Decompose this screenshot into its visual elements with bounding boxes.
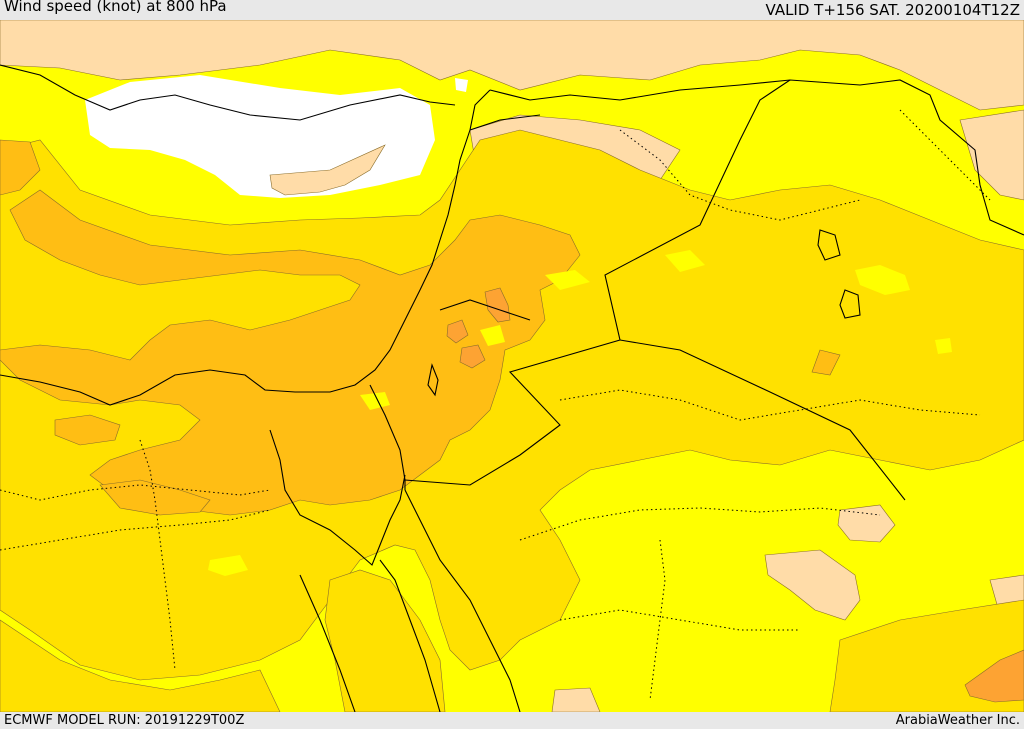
internal-boundaries [0, 109, 991, 701]
max-wind-core-3 [484, 287, 511, 323]
calm-zone-south [551, 687, 601, 712]
coastlines [0, 64, 861, 712]
calm-zone-east [959, 109, 1024, 201]
strong-wind-egypt [54, 414, 121, 446]
light-patch-1 [208, 555, 248, 576]
country-borders [369, 79, 1024, 501]
light-patch-4 [545, 270, 590, 290]
light-patch-7 [935, 338, 952, 354]
light-patch-2 [360, 392, 390, 410]
model-run-label: ECMWF MODEL RUN: 20191229T00Z [4, 713, 245, 728]
cyprus-zone [269, 144, 386, 196]
strong-wind-west [0, 139, 41, 196]
footer-bar: ECMWF MODEL RUN: 20191229T00Z ArabiaWeat… [0, 712, 1024, 729]
calm-zone-arabia-1 [837, 504, 896, 543]
header-bar: Wind speed (knot) at 800 hPa VALID T+156… [0, 0, 1024, 20]
credit-label: ArabiaWeather Inc. [895, 713, 1020, 728]
calm-sea-small [455, 78, 468, 92]
valid-time-label: VALID T+156 SAT. 20200104T12Z [765, 1, 1020, 19]
moderate-wind-sw [0, 619, 281, 712]
moderate-wind-south [324, 569, 446, 712]
strong-wind-iraq [811, 349, 841, 376]
light-patch-3 [480, 325, 505, 346]
max-wind-core-1 [446, 319, 469, 344]
calm-zone-north [0, 20, 1024, 111]
calm-zone-arabia-2 [764, 549, 861, 621]
wind-speed-map [0, 20, 1024, 712]
map-title: Wind speed (knot) at 800 hPa [4, 0, 227, 15]
light-patch-6 [855, 265, 910, 295]
max-wind-core-2 [459, 344, 486, 369]
max-wind-core-4 [964, 649, 1024, 703]
light-patch-5 [665, 250, 705, 272]
